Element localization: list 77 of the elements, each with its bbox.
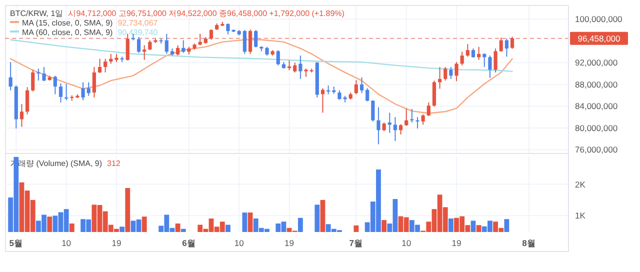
candlestick [432,80,436,108]
x-tick-label: 19 [452,238,462,248]
candlestick [354,80,358,95]
y-tick-label: 2K [575,179,586,190]
candlestick [136,36,141,54]
candlestick [58,82,63,103]
legend-label: MA (15, close, 0, SMA, 9) [22,18,114,28]
candlestick [360,76,364,94]
annotation: 312 [107,159,121,168]
y-tick-label: 80,000,000 [575,122,618,133]
candlestick [254,29,258,48]
annotation: 90,439,740 [118,28,158,37]
candlestick [471,48,476,58]
candlestick [371,100,375,122]
candlestick [410,108,414,124]
y-tick-label: 1K [575,210,586,221]
candlestick [504,38,508,58]
candlestick [20,104,24,128]
candlestick [454,62,458,82]
candlestick [494,48,498,73]
x-tick-label: 10 [62,238,72,248]
x-tick-label: 5월 [9,238,24,248]
candlestick [276,50,280,66]
x-tick-label: 19 [112,238,122,248]
line-series [10,39,513,72]
y-tick-label: 92,000,000 [575,58,618,68]
candlestick [449,66,453,80]
annotation: 92,734,067 [118,18,158,28]
candlestick [98,58,102,74]
candlestick [42,66,46,82]
candlestick [109,53,113,64]
candlestick [488,55,492,78]
legend-label: MA (60, close, 0, SMA, 9) [22,28,114,37]
chart-title: BTC/KRW, 1일 [10,9,64,18]
y-tick-label: 76,000,000 [575,144,618,155]
candlestick [142,44,146,60]
candlestick [393,116,397,142]
candlestick [421,114,425,126]
candlestick [148,40,152,51]
candlestick [176,44,180,56]
y-tick-label: 88,000,000 [575,79,618,90]
x-tick-label: 10 [234,238,244,248]
candlestick [104,58,108,73]
candlestick [242,29,246,54]
x-tick-label: 10 [402,238,412,248]
candlestick [164,33,168,54]
candlestick [444,66,448,82]
candlestick [293,62,297,73]
x-tick-label: 7월 [349,238,364,248]
candlestick [248,28,252,54]
y-tick-label: 100,000,000 [575,14,623,24]
candlestick [86,82,90,96]
candlestick [8,62,12,91]
candlestick [209,28,214,40]
candlestick [426,102,430,116]
ref-line-label: 96,458,000 [578,33,621,44]
candlestick [499,37,503,52]
candlestick [92,66,96,98]
candlestick [53,75,57,95]
candlestick [298,55,302,80]
candlestick [31,69,35,92]
candlestick [416,116,420,129]
y-tick-label: 84,000,000 [575,101,618,112]
chart-subtitle: 시94,712,000 고96,751,000 저94,522,000 종96,458,000 +1,792,000 (+1.89%) [68,9,345,18]
x-tick-label: 6월 [182,238,196,248]
candlestick [81,82,85,101]
candlestick [398,124,403,135]
candlestick [466,44,470,58]
candlestick [198,33,202,46]
candlestick [25,86,30,115]
x-tick-label: 19 [284,238,294,248]
candlestick [388,112,392,134]
candlestick [376,106,380,145]
candlestick [510,36,514,50]
candlestick [366,88,370,102]
x-tick-label: 8월 [522,238,536,248]
candlestick [460,51,464,66]
